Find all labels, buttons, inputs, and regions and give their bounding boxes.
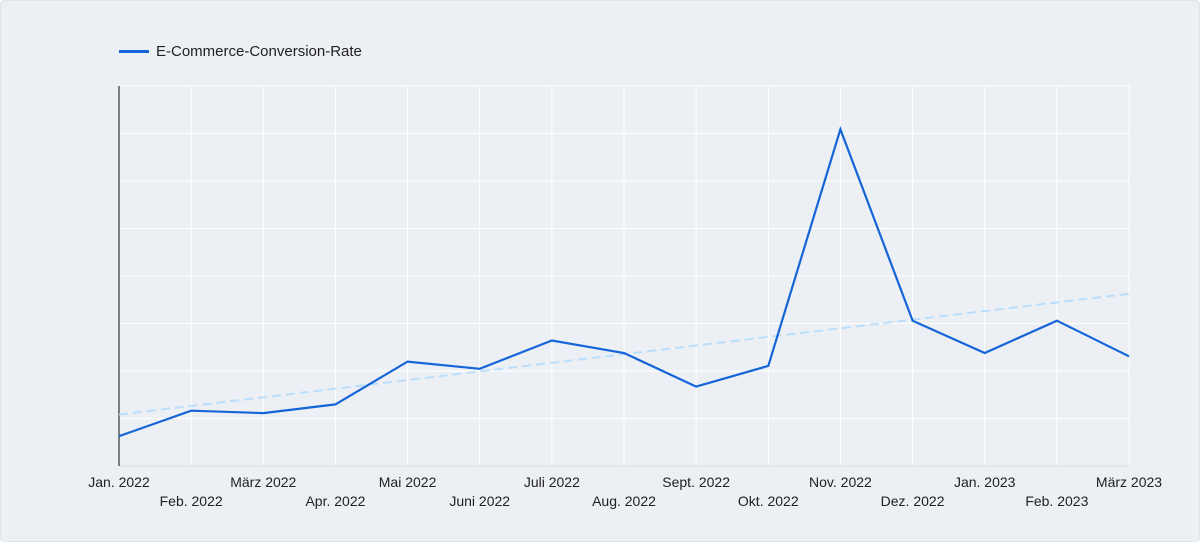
x-tick-label: Apr. 2022 xyxy=(305,493,365,509)
data-point[interactable] xyxy=(1123,350,1135,362)
series-line xyxy=(118,125,1130,438)
x-tick-label: Okt. 2022 xyxy=(738,493,799,509)
data-point[interactable] xyxy=(907,315,919,327)
x-tick-label: März 2023 xyxy=(1096,474,1162,490)
legend[interactable]: E-Commerce-Conversion-Rate xyxy=(119,41,362,61)
data-point[interactable] xyxy=(185,405,197,417)
data-point[interactable] xyxy=(979,347,991,359)
x-tick-label: März 2022 xyxy=(230,474,296,490)
data-point[interactable] xyxy=(113,430,125,442)
x-tick-label: Mai 2022 xyxy=(379,474,437,490)
x-tick-label: Aug. 2022 xyxy=(592,493,656,509)
x-tick-label: Nov. 2022 xyxy=(809,474,872,490)
data-point[interactable] xyxy=(402,356,414,368)
data-point[interactable] xyxy=(762,360,774,372)
data-point[interactable] xyxy=(329,398,341,410)
x-tick-label: Juni 2022 xyxy=(449,493,510,509)
x-tick-label: Jan. 2023 xyxy=(954,474,1016,490)
x-tick-label: Feb. 2022 xyxy=(160,493,223,509)
x-tick-label: Sept. 2022 xyxy=(662,474,730,490)
data-point[interactable] xyxy=(834,123,846,135)
data-point[interactable] xyxy=(690,381,702,393)
x-tick-label: Juli 2022 xyxy=(524,474,580,490)
legend-label: E-Commerce-Conversion-Rate xyxy=(156,42,362,60)
data-point[interactable] xyxy=(257,407,269,419)
data-point[interactable] xyxy=(1051,315,1063,327)
x-tick-label: Jan. 2022 xyxy=(88,474,150,490)
data-point[interactable] xyxy=(546,334,558,346)
x-tick-label: Dez. 2022 xyxy=(881,493,945,509)
data-point[interactable] xyxy=(618,347,630,359)
legend-swatch xyxy=(119,49,149,53)
x-tick-label: Feb. 2023 xyxy=(1025,493,1088,509)
data-point[interactable] xyxy=(474,363,486,375)
